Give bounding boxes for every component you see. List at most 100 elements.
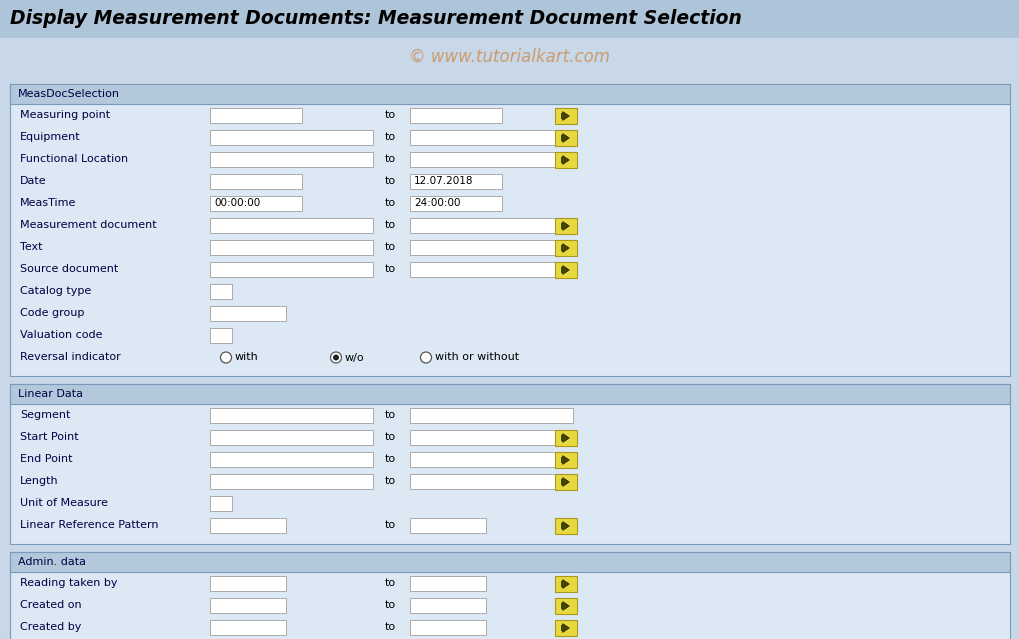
Bar <box>554 430 577 446</box>
Text: to: to <box>384 155 395 164</box>
Text: to: to <box>384 176 395 187</box>
Bar <box>554 240 577 256</box>
Bar <box>554 474 577 490</box>
Text: 24:00:00: 24:00:00 <box>414 199 460 208</box>
Bar <box>554 218 577 234</box>
Text: Linear Data: Linear Data <box>18 389 83 399</box>
Text: with or without: with or without <box>434 353 519 362</box>
Bar <box>210 130 373 145</box>
Text: Created on: Created on <box>20 601 82 610</box>
Bar <box>210 262 373 277</box>
Bar <box>410 262 573 277</box>
Bar <box>554 598 577 614</box>
FancyArrow shape <box>561 456 569 465</box>
Text: to: to <box>384 433 395 442</box>
Bar <box>410 452 573 467</box>
Text: Valuation code: Valuation code <box>20 330 102 341</box>
Circle shape <box>220 352 231 363</box>
FancyArrow shape <box>561 112 569 120</box>
Text: to: to <box>384 220 395 231</box>
Text: Created by: Created by <box>20 622 82 633</box>
Text: to: to <box>384 199 395 208</box>
FancyArrow shape <box>561 266 569 274</box>
Bar <box>554 262 577 278</box>
FancyArrow shape <box>561 434 569 442</box>
Bar <box>210 576 286 591</box>
Bar <box>210 518 286 533</box>
Text: to: to <box>384 477 395 486</box>
Bar <box>10 552 1009 639</box>
Bar <box>554 152 577 168</box>
Text: Admin. data: Admin. data <box>18 557 86 567</box>
Text: Display Measurement Documents: Measurement Document Selection: Display Measurement Documents: Measureme… <box>10 10 741 29</box>
FancyArrow shape <box>561 134 569 142</box>
Text: to: to <box>384 265 395 275</box>
FancyArrow shape <box>561 156 569 164</box>
Text: Length: Length <box>20 477 58 486</box>
Bar <box>210 152 373 167</box>
Bar <box>554 452 577 468</box>
Text: MeasTime: MeasTime <box>20 199 76 208</box>
Bar <box>410 130 573 145</box>
Text: to: to <box>384 410 395 420</box>
Bar <box>410 108 501 123</box>
Text: to: to <box>384 242 395 252</box>
Bar <box>554 108 577 124</box>
Bar <box>210 598 286 613</box>
Bar <box>410 174 501 189</box>
Text: 00:00:00: 00:00:00 <box>214 199 260 208</box>
Circle shape <box>330 352 341 363</box>
Text: Measurement document: Measurement document <box>20 220 157 231</box>
Text: Functional Location: Functional Location <box>20 155 128 164</box>
Text: to: to <box>384 132 395 142</box>
Text: Linear Reference Pattern: Linear Reference Pattern <box>20 521 158 530</box>
Bar <box>10 84 1009 376</box>
Text: © www.tutorialkart.com: © www.tutorialkart.com <box>409 48 610 66</box>
Bar <box>10 84 1009 104</box>
Bar <box>410 518 486 533</box>
Bar <box>210 430 373 445</box>
Text: Start Point: Start Point <box>20 433 78 442</box>
Bar <box>210 240 373 255</box>
Bar <box>210 474 373 489</box>
Text: Unit of Measure: Unit of Measure <box>20 498 108 509</box>
Bar <box>554 518 577 534</box>
Bar <box>210 306 286 321</box>
Bar <box>410 240 573 255</box>
Bar <box>210 284 232 299</box>
Circle shape <box>332 355 338 360</box>
Bar <box>0 38 1019 76</box>
Text: to: to <box>384 454 395 465</box>
Text: to: to <box>384 578 395 589</box>
FancyArrow shape <box>561 521 569 530</box>
Text: Equipment: Equipment <box>20 132 81 142</box>
FancyArrow shape <box>561 477 569 486</box>
Text: End Point: End Point <box>20 454 72 465</box>
Text: Date: Date <box>20 176 47 187</box>
Text: Reading taken by: Reading taken by <box>20 578 117 589</box>
Text: Code group: Code group <box>20 309 85 318</box>
Bar <box>210 452 373 467</box>
Bar <box>410 152 573 167</box>
Bar <box>0 0 1019 38</box>
Bar <box>210 328 232 343</box>
Bar <box>410 218 573 233</box>
Bar <box>410 430 573 445</box>
Bar <box>210 108 302 123</box>
Bar <box>210 174 302 189</box>
FancyArrow shape <box>561 624 569 633</box>
Bar <box>410 408 573 423</box>
Text: Catalog type: Catalog type <box>20 286 91 296</box>
Bar <box>554 576 577 592</box>
Bar <box>210 496 232 511</box>
Text: w/o: w/o <box>344 353 364 362</box>
Bar <box>210 218 373 233</box>
Bar <box>554 130 577 146</box>
FancyArrow shape <box>561 222 569 231</box>
Text: 12.07.2018: 12.07.2018 <box>414 176 473 187</box>
Text: with: with <box>234 353 259 362</box>
Circle shape <box>420 352 431 363</box>
Text: to: to <box>384 111 395 121</box>
Text: Measuring point: Measuring point <box>20 111 110 121</box>
Bar <box>410 576 486 591</box>
